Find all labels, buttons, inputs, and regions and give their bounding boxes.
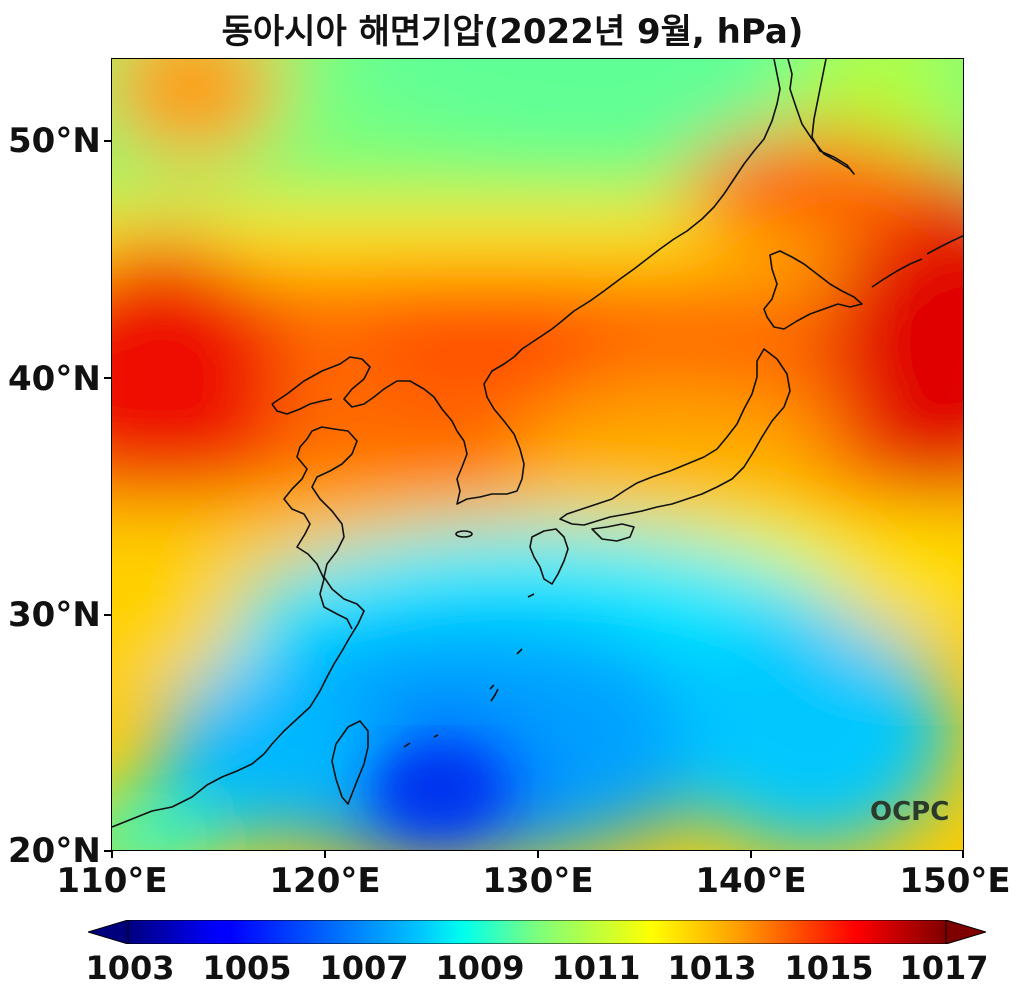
- x-tick-110e: [111, 851, 113, 858]
- shikoku: [591, 523, 635, 542]
- colorbar-label-1013: 1013: [667, 949, 757, 987]
- colorbar-label-1007: 1007: [319, 949, 409, 987]
- pressure-core-low: [377, 749, 497, 829]
- x-tick-130e: [537, 851, 539, 858]
- jeju: [455, 530, 473, 538]
- ryukyu-2: [516, 648, 523, 655]
- sakhalin: [787, 59, 855, 175]
- x-tick-label-120e: 120°E: [269, 861, 381, 901]
- map-title: 동아시아 해면기압(2022년 9월, hPa): [221, 12, 804, 52]
- china-coast: [112, 426, 365, 828]
- x-tick-label-110e: 110°E: [56, 861, 168, 901]
- y-tick-label-30n: 30°N: [8, 595, 101, 635]
- colorbar-label-1011: 1011: [551, 949, 641, 987]
- hokkaido: [763, 250, 863, 330]
- pressure-contours: [112, 59, 963, 850]
- russia-coast: [521, 59, 781, 350]
- y-tick-20n: [104, 850, 111, 852]
- colorbar-label-1009: 1009: [435, 949, 525, 987]
- y-tick-30n: [104, 614, 111, 616]
- ryukyu-5: [527, 593, 535, 598]
- y-tick-40n: [104, 377, 111, 379]
- colorbar-label-1015: 1015: [784, 949, 874, 987]
- y-tick-label-50n: 50°N: [8, 121, 101, 161]
- ocpc-logo: OCPC: [870, 797, 950, 827]
- x-tick-140e: [750, 851, 752, 858]
- kurils: [871, 258, 923, 288]
- liaodong-west: [271, 398, 333, 415]
- honshu: [559, 348, 791, 526]
- ryukyu-3: [403, 742, 411, 748]
- coastlines: [112, 59, 963, 828]
- colorbar-extend-high: [945, 920, 986, 944]
- x-tick-120e: [324, 851, 326, 858]
- y-tick-label-40n: 40°N: [8, 359, 101, 399]
- y-tick-50n: [104, 140, 111, 142]
- colorbar-label-1005: 1005: [202, 949, 292, 987]
- bohai-coast: [271, 356, 458, 432]
- pressure-map: OCPC: [111, 58, 964, 851]
- taiwan: [331, 720, 369, 805]
- ryukyu-4: [433, 734, 439, 738]
- korea-coast: [456, 348, 525, 505]
- okinawa: [490, 688, 499, 702]
- kyushu: [529, 528, 569, 585]
- colorbar-label-1003: 1003: [85, 949, 175, 987]
- colorbar-extend-low: [88, 920, 129, 944]
- x-tick-150e: [962, 851, 964, 858]
- pressure-field-svg: [112, 59, 963, 850]
- kurils-north: [926, 235, 963, 255]
- colorbar-gradient: [127, 920, 947, 944]
- x-tick-label-140e: 140°E: [695, 861, 807, 901]
- ryukyu-1: [489, 684, 495, 690]
- colorbar: [88, 920, 986, 944]
- x-tick-label-130e: 130°E: [482, 861, 594, 901]
- y-tick-label-20n: 20°N: [8, 831, 101, 871]
- x-tick-label-150e: 150°E: [899, 861, 1011, 901]
- colorbar-label-1017: 1017: [899, 949, 989, 987]
